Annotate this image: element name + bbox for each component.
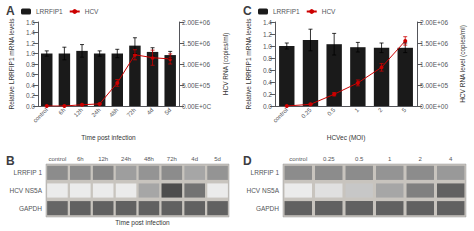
svg-text:48h: 48h: [108, 107, 119, 118]
svg-text:0.25: 0.25: [323, 156, 335, 162]
svg-text:12h: 12h: [98, 156, 108, 162]
svg-text:HCVec (MOI): HCVec (MOI): [327, 134, 366, 142]
svg-text:0.6: 0.6: [26, 71, 35, 78]
svg-text:D: D: [243, 154, 252, 168]
svg-text:1.50E+06: 1.50E+06: [182, 40, 210, 47]
svg-text:2.00E+06: 2.00E+06: [420, 19, 448, 26]
svg-text:GAPDH: GAPDH: [256, 205, 279, 212]
svg-text:HCV RNA (copies/ml): HCV RNA (copies/ml): [222, 33, 230, 95]
svg-text:HCV: HCV: [322, 8, 336, 15]
svg-text:48h: 48h: [144, 156, 154, 162]
svg-text:1.2: 1.2: [26, 40, 35, 47]
svg-text:4d: 4d: [146, 107, 155, 116]
svg-text:12h: 12h: [73, 107, 84, 118]
svg-text:1: 1: [388, 156, 392, 162]
svg-text:24h: 24h: [90, 107, 101, 118]
svg-text:LRRFIP 1: LRRFIP 1: [14, 169, 43, 176]
svg-text:HCV: HCV: [85, 8, 99, 15]
svg-text:HCV NS5A: HCV NS5A: [9, 187, 42, 194]
svg-text:6h: 6h: [77, 156, 84, 162]
svg-text:2.00E+06: 2.00E+06: [182, 19, 210, 26]
svg-text:1.0: 1.0: [26, 50, 35, 57]
svg-text:HCV NS5A: HCV NS5A: [246, 187, 279, 194]
svg-text:1.0: 1.0: [263, 43, 272, 50]
svg-text:1.2: 1.2: [263, 31, 272, 38]
svg-text:control: control: [289, 156, 307, 162]
svg-text:Time post infection: Time post infection: [115, 219, 170, 227]
svg-text:2: 2: [419, 156, 423, 162]
svg-text:5d: 5d: [163, 107, 172, 116]
svg-text:LRRFIP 1: LRRFIP 1: [251, 169, 280, 176]
svg-text:2: 2: [377, 106, 384, 113]
svg-text:0.25: 0.25: [300, 106, 313, 119]
svg-text:6h: 6h: [58, 107, 67, 116]
svg-text:1.4: 1.4: [26, 29, 35, 36]
svg-text:4: 4: [449, 156, 453, 162]
svg-text:72h: 72h: [126, 107, 137, 118]
svg-text:LRRFIP1: LRRFIP1: [273, 8, 300, 15]
svg-text:1.00E+06: 1.00E+06: [182, 61, 210, 68]
svg-text:Relative LRRFIP1 mRNA levels: Relative LRRFIP1 mRNA levels: [8, 18, 15, 110]
svg-text:B: B: [6, 154, 15, 168]
svg-text:1.4: 1.4: [263, 19, 272, 26]
svg-text:0.00E+0C: 0.00E+0C: [182, 103, 211, 110]
svg-text:5d: 5d: [214, 156, 221, 162]
svg-text:1.6: 1.6: [26, 19, 35, 26]
svg-text:control: control: [48, 156, 66, 162]
svg-text:LRRFIP1: LRRFIP1: [36, 8, 63, 15]
svg-text:control: control: [272, 107, 289, 124]
svg-text:5.00E+05: 5.00E+05: [420, 82, 448, 89]
svg-text:5.00E+05: 5.00E+05: [182, 82, 210, 89]
svg-text:1.00E+06: 1.00E+06: [420, 61, 448, 68]
svg-text:0.5: 0.5: [326, 106, 337, 117]
svg-text:1.50E+06: 1.50E+06: [420, 40, 448, 47]
svg-text:4d: 4d: [191, 156, 198, 162]
svg-text:0.6: 0.6: [263, 67, 272, 74]
svg-text:A: A: [6, 4, 15, 18]
svg-text:C: C: [243, 4, 252, 18]
svg-text:Time post infection: Time post infection: [81, 134, 136, 142]
svg-text:0.0: 0.0: [26, 103, 35, 110]
svg-text:Relative LRRFIP1 mRNA levels: Relative LRRFIP1 mRNA levels: [245, 18, 252, 110]
svg-text:GAPDH: GAPDH: [19, 205, 42, 212]
svg-text:72h: 72h: [167, 156, 177, 162]
svg-text:0.8: 0.8: [263, 55, 272, 62]
svg-text:0.8: 0.8: [26, 61, 35, 68]
svg-text:5: 5: [401, 106, 408, 113]
svg-text:24h: 24h: [121, 156, 131, 162]
svg-text:1: 1: [353, 106, 360, 113]
svg-text:HCV RNA level (copies/ml): HCV RNA level (copies/ml): [459, 25, 467, 103]
svg-text:0.00E+00: 0.00E+00: [420, 103, 448, 110]
svg-text:0.0: 0.0: [263, 103, 272, 110]
svg-text:0.4: 0.4: [263, 79, 272, 86]
svg-text:control: control: [32, 107, 49, 124]
svg-text:0.4: 0.4: [26, 82, 35, 89]
svg-text:0.5: 0.5: [355, 156, 364, 162]
svg-text:0.2: 0.2: [263, 91, 272, 98]
svg-text:0.2: 0.2: [26, 92, 35, 99]
